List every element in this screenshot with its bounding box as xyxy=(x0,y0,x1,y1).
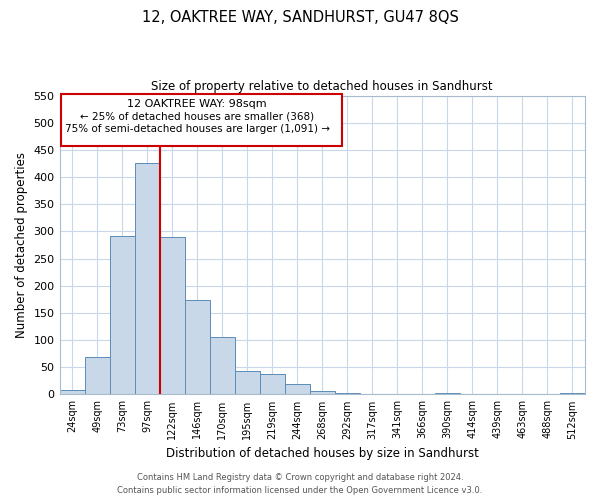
FancyBboxPatch shape xyxy=(61,94,342,146)
Text: Contains HM Land Registry data © Crown copyright and database right 2024.
Contai: Contains HM Land Registry data © Crown c… xyxy=(118,474,482,495)
Text: ← 25% of detached houses are smaller (368): ← 25% of detached houses are smaller (36… xyxy=(80,112,314,122)
Text: 75% of semi-detached houses are larger (1,091) →: 75% of semi-detached houses are larger (… xyxy=(65,124,329,134)
Text: 12, OAKTREE WAY, SANDHURST, GU47 8QS: 12, OAKTREE WAY, SANDHURST, GU47 8QS xyxy=(142,10,458,25)
Bar xyxy=(85,358,110,395)
X-axis label: Distribution of detached houses by size in Sandhurst: Distribution of detached houses by size … xyxy=(166,447,479,460)
Bar xyxy=(335,393,360,394)
Bar xyxy=(310,390,335,394)
Bar xyxy=(235,370,260,394)
Bar xyxy=(160,237,185,394)
Bar xyxy=(134,164,160,394)
Bar xyxy=(260,374,285,394)
Y-axis label: Number of detached properties: Number of detached properties xyxy=(15,152,28,338)
Bar xyxy=(209,337,235,394)
Text: 12 OAKTREE WAY: 98sqm: 12 OAKTREE WAY: 98sqm xyxy=(127,100,267,110)
Title: Size of property relative to detached houses in Sandhurst: Size of property relative to detached ho… xyxy=(151,80,493,93)
Bar xyxy=(285,384,310,394)
Bar xyxy=(110,236,134,394)
Bar xyxy=(185,300,209,394)
Bar xyxy=(59,390,85,394)
